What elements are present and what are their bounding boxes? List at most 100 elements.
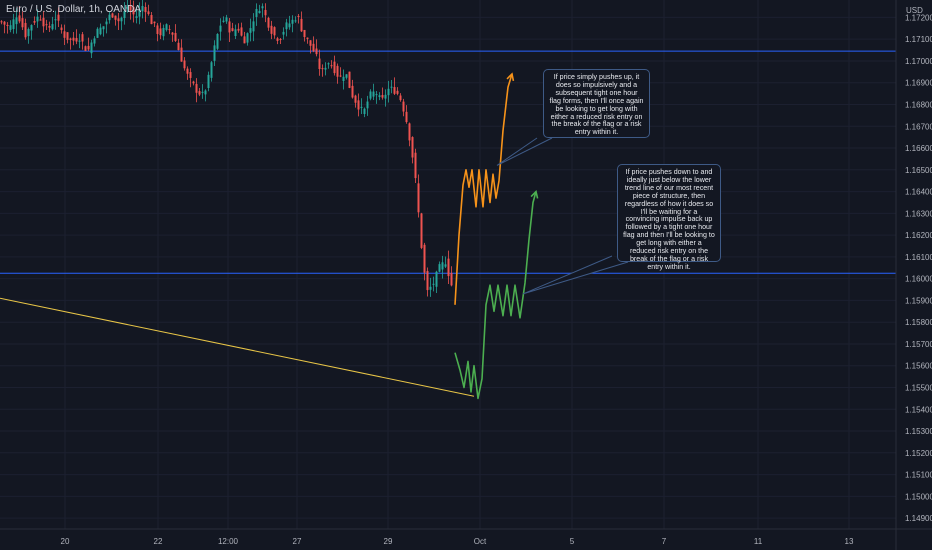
candle-body [132,6,135,15]
candle-body [48,25,51,28]
candle-body [78,40,81,42]
candle-body [6,24,9,26]
candle-body [294,20,297,22]
candle-body [273,27,276,36]
candle-body [282,31,285,35]
candle-body [30,25,33,31]
candle-body [447,258,450,277]
candle-body [423,244,426,273]
candle-body [342,76,345,81]
candle-body [3,21,6,25]
candle-body [324,67,327,70]
candle-body [63,31,66,38]
candle-body [171,32,174,35]
y-tick-label: 1.16000 [905,275,932,284]
candle-body [327,63,330,65]
y-tick-label: 1.15300 [905,427,932,436]
candle-body [300,18,303,32]
y-tick-label: 1.17100 [905,35,932,44]
candle-body [123,11,126,18]
candle-body [102,26,105,30]
candle-body [237,28,240,31]
candle-body [54,19,57,21]
candle-body [303,29,306,38]
candle-body [213,45,216,61]
candle-body [429,286,432,290]
candle-body [396,90,399,94]
x-tick-label: 22 [154,537,163,546]
candle-body [420,213,423,248]
candle-body [279,39,282,41]
candle-body [417,183,420,213]
candle-body [387,88,390,96]
candle-body [177,42,180,51]
candle-body [75,38,78,42]
candle-body [231,28,234,31]
candle-body [24,22,27,38]
candle-body [36,16,39,22]
y-tick-label: 1.15800 [905,318,932,327]
candle-body [183,60,186,69]
candle-body [291,19,294,24]
candle-body [87,45,90,50]
y-tick-label: 1.16900 [905,79,932,88]
y-tick-label: 1.16300 [905,209,932,218]
candle-body [405,111,408,123]
bullish-scenario-note[interactable]: If price simply pushes up, it does so im… [543,69,650,138]
candle-body [426,270,429,291]
y-tick-label: 1.16600 [905,144,932,153]
x-tick-label: 29 [384,537,393,546]
candle-body [276,38,279,41]
candle-body [438,264,441,272]
candle-body [33,21,36,23]
y-tick-label: 1.15600 [905,362,932,371]
projection-path[interactable] [454,73,513,305]
candle-body [372,91,375,97]
candle-body [444,264,447,267]
candle-body [414,152,417,179]
x-tick-label: 27 [293,537,302,546]
candle-body [186,68,189,74]
candle-body [198,91,201,95]
candle-body [111,13,114,18]
candle-body [240,27,243,36]
candle-body [393,87,396,94]
x-tick-label: 13 [845,537,854,546]
candle-body [204,90,207,95]
pullback-scenario-note[interactable]: If price pushes down to and ideally just… [617,164,721,271]
projection-arrowhead [506,72,515,82]
candle-body [234,29,237,36]
candle-body [249,28,252,33]
candle-body [384,94,387,99]
candle-body [114,15,117,20]
candle-body [390,86,393,88]
candle-body [252,21,255,32]
candle-body [435,271,438,287]
trend-line[interactable] [0,297,475,397]
x-tick-label: 7 [662,537,667,546]
y-tick-label: 1.15700 [905,340,932,349]
candle-body [378,95,381,98]
candle-body [189,72,192,78]
candle-body [228,21,231,33]
candle-body [42,17,45,27]
candle-body [255,8,258,17]
candle-body [441,262,444,270]
candle-body [357,100,360,110]
projection-path[interactable] [454,191,537,400]
y-tick-label: 1.15000 [905,492,932,501]
candle-body [348,71,351,88]
candle-body [90,42,93,54]
candle-body [246,33,249,43]
candle-body [96,28,99,38]
candle-body [222,20,225,22]
candle-body [318,58,321,69]
candle-body [51,24,54,30]
candle-body [138,9,141,17]
candle-body [354,95,357,103]
candle-body [126,6,129,9]
candle-body [285,22,288,30]
y-tick-label: 1.15400 [905,405,932,414]
